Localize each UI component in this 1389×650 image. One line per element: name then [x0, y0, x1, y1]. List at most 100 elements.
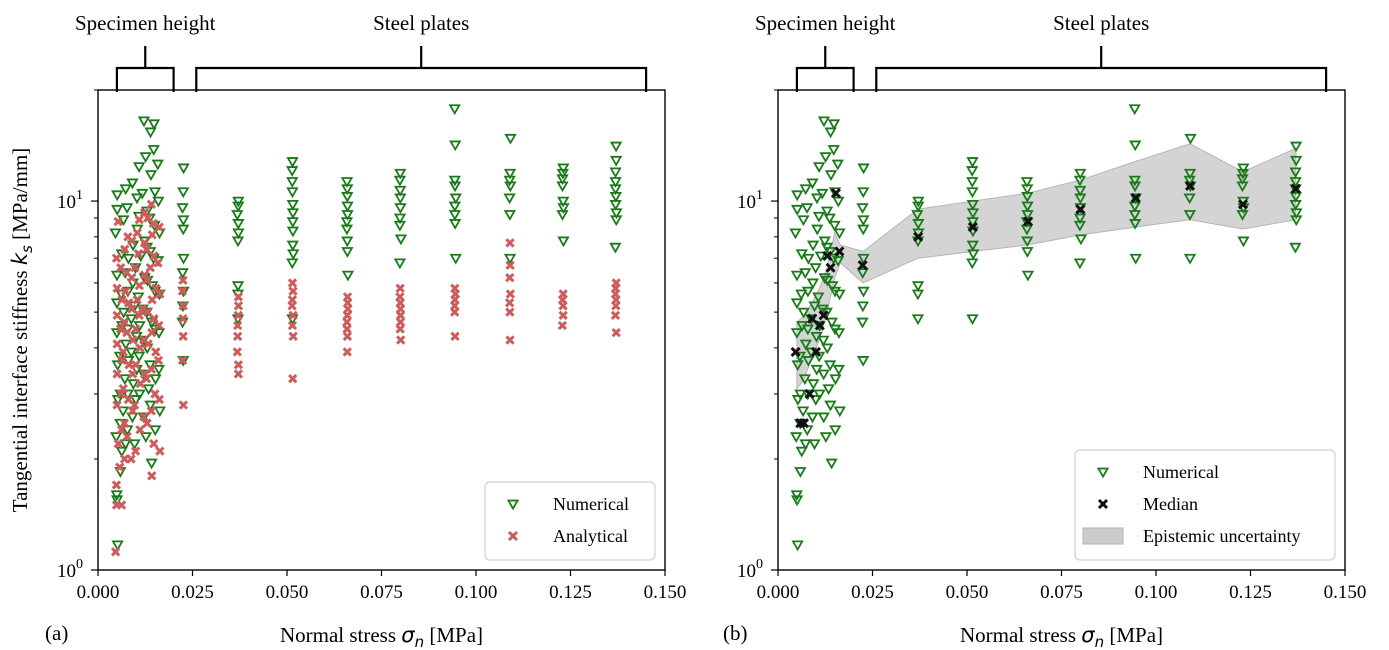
numerical-point: [111, 204, 124, 216]
numerical-point: [449, 253, 462, 265]
legend-swatch-median: [1097, 498, 1109, 510]
analytical-point: [558, 310, 568, 321]
numerical-point: [912, 201, 925, 213]
numerical-point: [1289, 167, 1302, 179]
numerical-point: [817, 116, 831, 128]
numerical-point: [801, 324, 814, 336]
analytical-point: [149, 251, 159, 261]
analytical-point: [116, 425, 127, 435]
analytical-point: [151, 347, 161, 357]
numerical-point: [824, 170, 838, 181]
median-point: [1184, 180, 1196, 191]
numerical-point: [911, 314, 925, 326]
numerical-point: [137, 116, 151, 128]
numerical-point: [857, 224, 870, 236]
legend-label: Analytical: [553, 526, 628, 546]
numerical-point: [791, 395, 805, 406]
numerical-point: [130, 193, 144, 205]
numerical-point: [791, 540, 804, 552]
numerical-point: [448, 175, 461, 187]
numerical-point: [118, 374, 131, 386]
numerical-point: [966, 187, 979, 199]
numerical-point: [609, 141, 623, 153]
median-point: [790, 346, 801, 357]
numerical-point: [791, 190, 804, 202]
analytical-point: [146, 199, 157, 209]
numerical-point: [912, 196, 925, 208]
numerical-point: [142, 384, 155, 396]
numerical-point: [831, 159, 844, 171]
analytical-point: [131, 360, 141, 370]
numerical-point: [1129, 253, 1142, 265]
numerical-point: [822, 384, 835, 396]
numerical-point: [286, 258, 299, 270]
numerical-point: [136, 188, 149, 200]
bracket-label: Specimen height: [755, 11, 896, 35]
numerical-point: [177, 253, 190, 265]
numerical-point: [790, 432, 803, 443]
legend-box: [1074, 449, 1336, 561]
numerical-point: [809, 263, 822, 275]
analytical-point: [129, 400, 140, 410]
numerical-point: [800, 203, 814, 215]
numerical-point: [856, 317, 869, 329]
numerical-point: [1129, 140, 1142, 152]
numerical-point: [153, 406, 166, 418]
numerical-point: [127, 379, 140, 391]
analytical-point: [113, 216, 123, 227]
analytical-point: [611, 278, 621, 288]
numerical-point: [143, 360, 157, 372]
numerical-point: [857, 356, 870, 367]
bracket-label: Steel plates: [373, 11, 469, 35]
numerical-point: [816, 188, 829, 200]
numerical-point: [341, 270, 355, 282]
legend-label: Numerical: [553, 494, 629, 514]
numerical-point: [819, 432, 833, 443]
numerical-point: [286, 199, 299, 211]
numerical-point: [144, 127, 157, 139]
numerical-point: [817, 369, 830, 381]
analytical-point: [233, 292, 244, 302]
analytical-point: [149, 439, 159, 449]
numerical-point: [177, 187, 190, 199]
analytical-point: [141, 374, 152, 384]
numerical-point: [111, 190, 124, 202]
analytical-point: [505, 238, 515, 248]
analytical-point: [119, 418, 130, 428]
analytical-point: [116, 500, 127, 510]
numerical-point: [176, 203, 189, 215]
median-point: [1290, 183, 1301, 194]
numerical-point: [286, 226, 300, 238]
numerical-point: [152, 364, 165, 376]
numerical-point: [113, 351, 127, 363]
numerical-point: [231, 281, 245, 293]
legend-label: Numerical: [1143, 462, 1219, 482]
x-tick-label: 0.000: [757, 582, 800, 603]
analytical-point: [342, 292, 353, 302]
x-tick-label: 0.125: [549, 582, 592, 603]
y-tick-label: 100: [737, 557, 763, 582]
analytical-point: [132, 228, 142, 238]
numerical-point: [1128, 181, 1142, 193]
analytical-point: [130, 446, 141, 456]
numerical-point: [1021, 270, 1035, 282]
median-point: [967, 222, 978, 233]
numerical-point: [809, 395, 822, 406]
analytical-point: [117, 295, 127, 305]
analytical-point: [142, 418, 152, 428]
numerical-point: [833, 289, 846, 301]
analytical-point: [145, 262, 155, 273]
numerical-point: [812, 211, 826, 223]
numerical-point: [504, 133, 517, 145]
numerical-point: [149, 374, 162, 386]
analytical-point: [143, 307, 153, 317]
numerical-point: [808, 439, 821, 451]
numerical-point: [149, 425, 162, 437]
analytical-point: [610, 310, 621, 321]
analytical-point: [178, 301, 188, 311]
numerical-point: [126, 178, 139, 190]
numerical-point: [176, 268, 189, 279]
analytical-point: [288, 310, 298, 321]
analytical-point: [342, 331, 353, 341]
numerical-point: [814, 251, 827, 263]
